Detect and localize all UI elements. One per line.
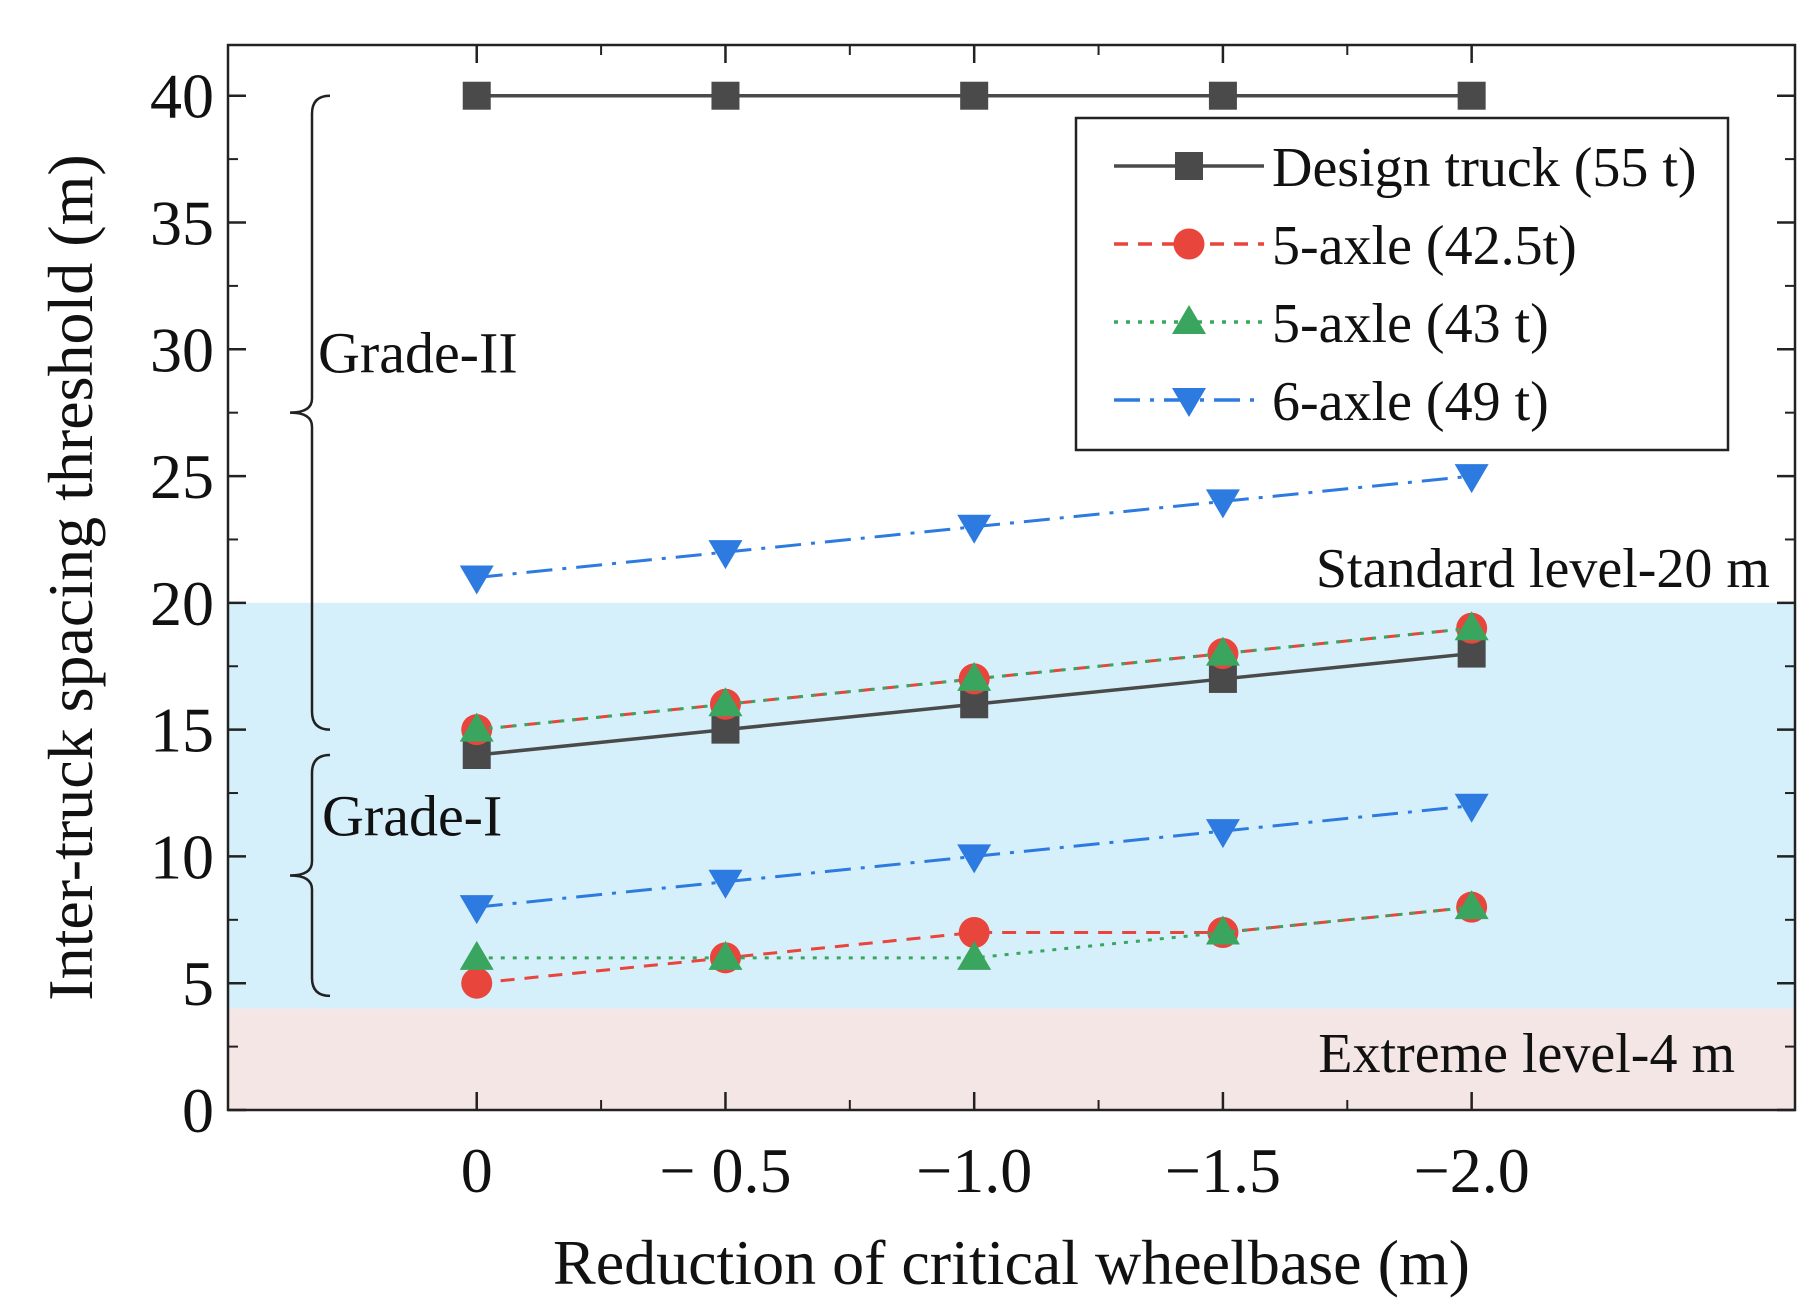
data-point xyxy=(1454,793,1489,823)
grade-label: Grade-II xyxy=(318,321,518,386)
data-point xyxy=(708,940,743,970)
data-point xyxy=(1205,915,1240,945)
data-point xyxy=(461,967,493,999)
y-tick-label: 0 xyxy=(182,1075,214,1146)
data-point xyxy=(708,869,743,899)
data-point xyxy=(957,940,992,970)
legend-marker xyxy=(1172,305,1206,334)
data-point xyxy=(459,940,494,970)
data-point xyxy=(711,715,740,744)
y-tick-label: 30 xyxy=(150,314,214,385)
plot-frame xyxy=(226,43,1797,1112)
y-tick-label: 25 xyxy=(150,441,214,512)
legend-marker xyxy=(1172,388,1206,417)
band-label-extreme: Extreme level-4 m xyxy=(1318,1023,1735,1085)
x-tick-label: − 0.5 xyxy=(659,1135,791,1206)
legend: Design truck (55 t) 5-axle (42.5t) 5-axle … xyxy=(1074,116,1730,452)
legend-label: 5-axle (42.5t) xyxy=(1272,215,1577,277)
data-point xyxy=(960,81,989,110)
data-point xyxy=(708,687,743,717)
y-axis-label: Inter-truck spacing threshold (m) xyxy=(35,154,106,1000)
y-tick-label: 15 xyxy=(150,695,214,766)
grade-brace xyxy=(289,94,331,731)
data-point xyxy=(1454,611,1489,641)
band-extreme xyxy=(228,1008,1795,1110)
series-3 xyxy=(459,464,1489,925)
legend-label: Design truck (55 t) xyxy=(1272,137,1697,199)
data-point xyxy=(462,741,491,769)
data-point xyxy=(957,661,992,691)
data-point xyxy=(1454,464,1489,494)
data-point xyxy=(708,540,743,570)
background-bands: Standard level-20 m Extreme level-4 m xyxy=(228,538,1795,1110)
data-point xyxy=(958,917,990,948)
y-tick-label: 20 xyxy=(150,568,214,639)
data-point xyxy=(957,514,992,544)
data-point xyxy=(1457,81,1486,110)
grade-braces: Grade-II Grade-I xyxy=(289,94,518,998)
data-point xyxy=(1454,890,1489,920)
x-axis-label: Reduction of critical wheelbase (m) xyxy=(553,1227,1470,1298)
y-tick-label: 10 xyxy=(150,821,214,892)
data-point xyxy=(1208,664,1237,693)
data-point xyxy=(1205,636,1240,666)
data-point xyxy=(711,81,740,110)
legend-label: 6-axle (49 t) xyxy=(1272,371,1549,433)
x-tick-label: −1.5 xyxy=(1165,1135,1281,1206)
y-tick-label: 40 xyxy=(150,61,214,132)
x-tick-label: −1.0 xyxy=(916,1135,1032,1206)
legend-marker xyxy=(1175,152,1203,180)
series-layer xyxy=(459,81,1489,999)
legend-label: 5-axle (43 t) xyxy=(1272,293,1549,355)
data-point xyxy=(960,690,989,719)
data-point xyxy=(459,712,494,742)
grade-label: Grade-I xyxy=(322,783,502,848)
series-line xyxy=(476,905,1472,960)
series-0 xyxy=(462,81,1486,769)
band-label-standard: Standard level-20 m xyxy=(1316,538,1770,600)
data-point xyxy=(1205,489,1240,519)
y-tick-label: 5 xyxy=(182,948,214,1019)
data-point xyxy=(459,565,494,595)
legend-marker xyxy=(1173,228,1205,260)
data-point xyxy=(1208,81,1237,110)
data-point xyxy=(459,895,494,925)
tick-labels: 0 5 10 15 20 25 30 35 40 0 − 0.5 −1.0 −1.5 −2.0 xyxy=(150,61,1530,1206)
x-tick-label: 0 xyxy=(461,1135,493,1206)
series-2 xyxy=(459,611,1489,970)
data-point xyxy=(957,844,992,874)
y-tick-label: 35 xyxy=(150,188,214,259)
x-tick-label: −2.0 xyxy=(1414,1135,1530,1206)
data-point xyxy=(462,81,491,110)
band-standard xyxy=(228,602,1795,1009)
data-point xyxy=(1205,819,1240,849)
grade-brace xyxy=(289,753,331,998)
data-point xyxy=(1457,639,1486,668)
